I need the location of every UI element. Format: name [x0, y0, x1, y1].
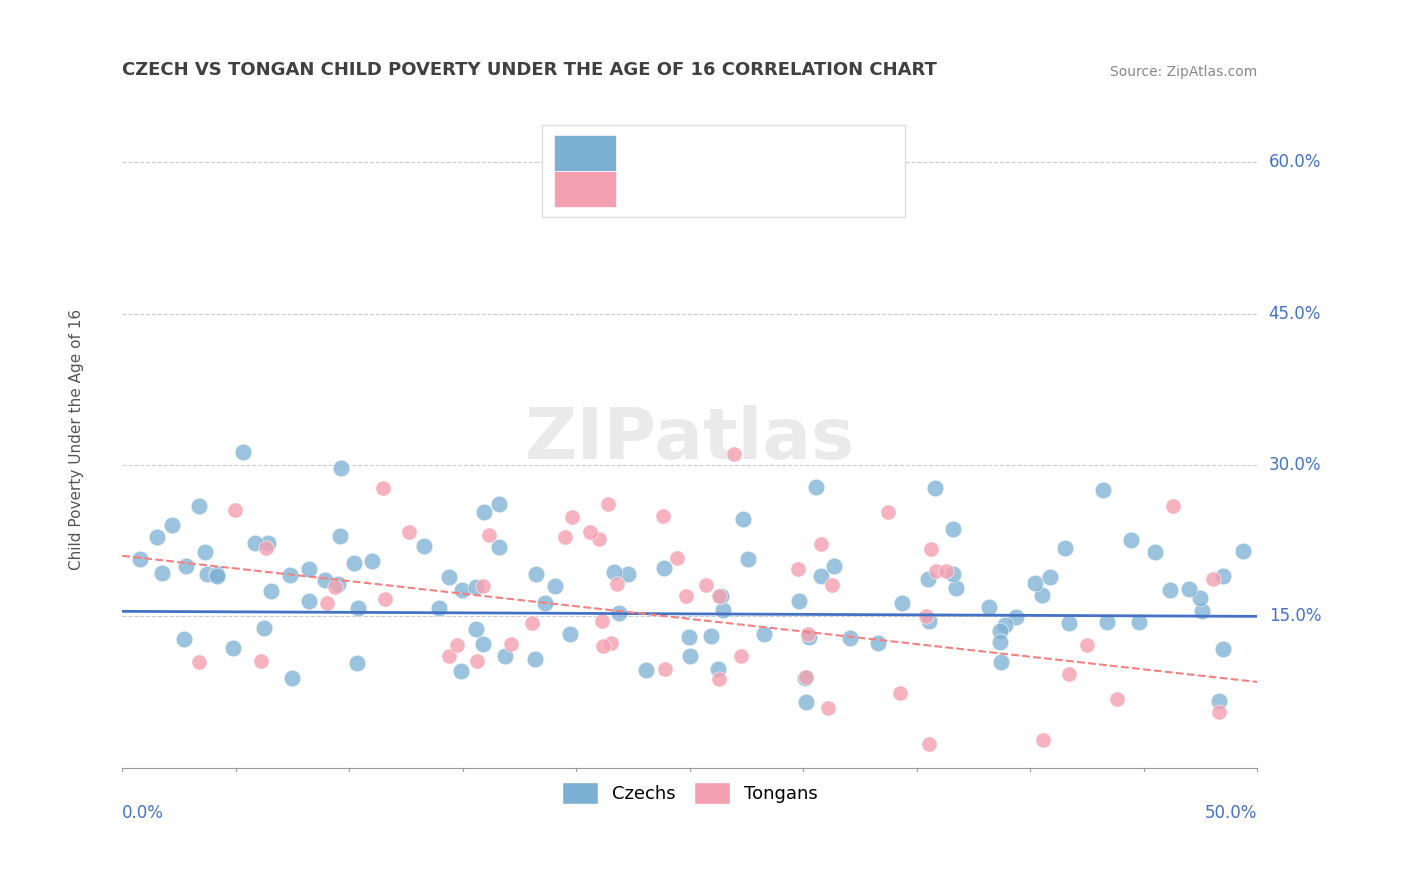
FancyBboxPatch shape	[554, 171, 616, 207]
Legend: Czechs, Tongans: Czechs, Tongans	[554, 774, 825, 811]
Text: 45.0%: 45.0%	[1268, 305, 1322, 323]
Text: R = -0.035   N = 100: R = -0.035 N = 100	[627, 142, 848, 161]
Text: 30.0%: 30.0%	[1268, 456, 1322, 474]
Text: ZIPatlas: ZIPatlas	[524, 405, 855, 475]
Text: Child Poverty Under the Age of 16: Child Poverty Under the Age of 16	[69, 310, 84, 570]
Text: 15.0%: 15.0%	[1268, 607, 1322, 625]
Text: 60.0%: 60.0%	[1268, 153, 1322, 171]
Text: 50.0%: 50.0%	[1205, 804, 1257, 822]
Text: Source: ZipAtlas.com: Source: ZipAtlas.com	[1111, 65, 1257, 79]
Text: CZECH VS TONGAN CHILD POVERTY UNDER THE AGE OF 16 CORRELATION CHART: CZECH VS TONGAN CHILD POVERTY UNDER THE …	[122, 62, 938, 79]
FancyBboxPatch shape	[543, 125, 905, 217]
Text: 0.0%: 0.0%	[122, 804, 165, 822]
FancyBboxPatch shape	[554, 135, 616, 171]
Text: R = -0.203   N =  54: R = -0.203 N = 54	[627, 180, 842, 199]
